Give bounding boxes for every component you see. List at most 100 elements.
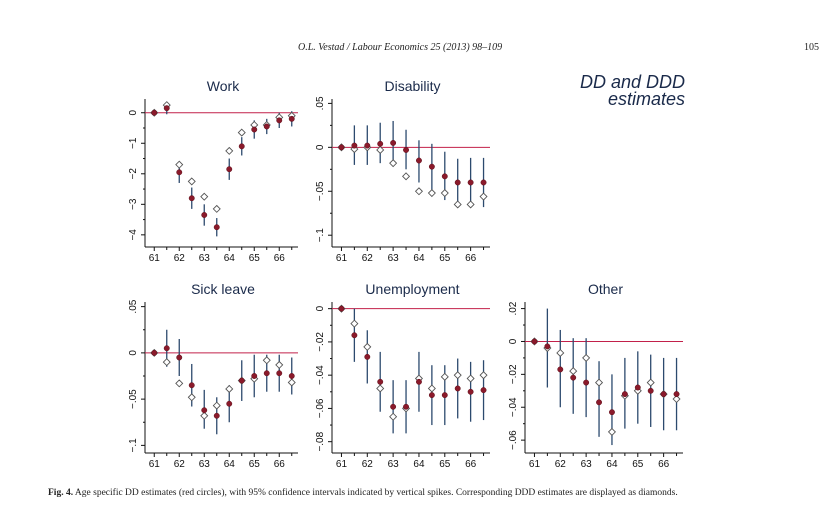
ddd-diamond-point: [556, 348, 565, 358]
ddd-diamond-point: [479, 192, 488, 201]
x-tick-label: 66: [274, 459, 286, 470]
dd-circle-point: [673, 391, 680, 398]
figure-caption: Fig. 4. Age specific DD estimates (red c…: [48, 488, 678, 498]
y-tick-label: −.08: [315, 431, 326, 451]
ddd-diamond-point: [350, 145, 359, 154]
dd-circle-point: [276, 117, 283, 124]
y-tick-label: 0: [508, 338, 519, 344]
y-tick-label: −.02: [508, 364, 519, 384]
dd-circle-point: [634, 384, 641, 391]
dd-circle-point: [288, 115, 295, 122]
dd-circle-point: [188, 382, 195, 389]
ddd-diamond-point: [200, 192, 209, 201]
ddd-diamond-point: [389, 159, 398, 168]
dd-circle-point: [213, 224, 220, 231]
y-tick-label: −.06: [508, 430, 519, 450]
ddd-diamond-point: [175, 379, 184, 388]
y-tick-label: −.06: [315, 398, 326, 418]
dd-circle-point: [441, 392, 448, 399]
x-tick-label: 66: [658, 459, 670, 470]
ddd-diamond-point: [582, 353, 591, 362]
dd-circle-point: [226, 400, 233, 407]
dd-circle-point: [351, 142, 358, 149]
ddd-diamond-point: [607, 427, 616, 436]
dd-circle-point: [570, 374, 577, 381]
dd-circle-point: [621, 391, 628, 398]
x-tick-label: 64: [224, 459, 236, 470]
ddd-diamond-point: [427, 384, 436, 393]
ddd-diamond-point: [162, 358, 171, 367]
y-tick-label: 0: [128, 110, 139, 116]
ddd-diamond-point: [402, 172, 411, 181]
dd-circle-point: [557, 366, 564, 373]
x-tick-label: 66: [274, 253, 286, 264]
ddd-diamond-point: [200, 411, 209, 420]
chart-panel-5: Other .02 0 −.02 −.04 −.06 61 62 63 64 65 66: [508, 281, 683, 470]
dd-circle-point: [467, 179, 474, 186]
ddd-diamond-point: [414, 187, 423, 196]
dd-circle-point: [416, 378, 422, 385]
page-number: 105: [804, 42, 819, 53]
dd-circle-point: [251, 373, 258, 379]
figure-title-line-2: estimates: [607, 89, 685, 109]
ddd-diamond-point: [569, 367, 578, 376]
dd-circle-point: [338, 305, 345, 312]
x-tick-label: 63: [199, 459, 211, 470]
x-tick-label: 62: [174, 253, 186, 264]
ddd-diamond-point: [440, 188, 449, 198]
ddd-diamond-point: [440, 372, 449, 381]
dd-circle-point: [364, 353, 371, 360]
x-tick-label: 63: [199, 253, 211, 264]
y-tick-label: −.1: [128, 438, 139, 453]
y-tick-label: −.04: [315, 365, 326, 385]
dd-circle-point: [609, 409, 615, 416]
dd-circle-point: [338, 144, 345, 151]
x-tick-label: 64: [606, 459, 618, 470]
x-tick-label: 64: [413, 253, 425, 264]
y-tick-label: −.1: [315, 228, 326, 243]
ddd-diamond-point: [212, 204, 221, 213]
x-tick-label: 64: [224, 253, 236, 264]
dd-circle-point: [238, 377, 245, 384]
ddd-diamond-point: [212, 401, 221, 410]
dd-circle-point: [467, 388, 474, 395]
ddd-diamond-point: [672, 394, 681, 404]
ddd-diamond-point: [466, 200, 475, 209]
ddd-diamond-point: [453, 200, 462, 209]
dd-circle-point: [441, 173, 448, 180]
y-tick-label: −4: [128, 229, 139, 241]
caption-label: Fig. 4.: [48, 488, 74, 498]
dd-circle-point: [390, 403, 397, 410]
figure-title-line-1: DD and DDD: [579, 72, 685, 92]
ddd-diamond-point: [225, 146, 234, 155]
journal-reference: O.L. Vestad / Labour Economics 25 (2013)…: [298, 42, 503, 53]
dd-circle-point: [428, 392, 435, 399]
dd-circle-point: [213, 412, 220, 419]
x-tick-label: 65: [439, 459, 451, 470]
dd-circle-point: [201, 212, 208, 218]
ddd-diamond-point: [237, 128, 246, 137]
ddd-diamond-point: [363, 342, 372, 351]
dd-circle-point: [276, 370, 283, 377]
dd-circle-point: [480, 387, 487, 394]
dd-circle-point: [176, 169, 183, 176]
dd-circle-point: [201, 407, 208, 414]
y-tick-label: 0: [315, 305, 326, 311]
x-tick-label: 65: [249, 253, 261, 264]
x-tick-label: 63: [388, 459, 400, 470]
x-tick-label: 62: [555, 459, 567, 470]
ddd-diamond-point: [595, 378, 604, 387]
figure-title: DD and DDD estimates: [579, 72, 685, 109]
dd-circle-point: [163, 345, 170, 352]
y-tick-label: −.04: [508, 397, 519, 417]
dd-circle-point: [403, 403, 409, 410]
x-tick-label: 66: [465, 253, 477, 264]
x-tick-label: 61: [529, 459, 541, 470]
dd-circle-point: [480, 179, 487, 186]
ddd-diamond-point: [646, 378, 655, 387]
ddd-diamond-point: [376, 145, 385, 155]
dd-circle-point: [263, 123, 270, 130]
x-tick-label: 61: [149, 459, 161, 470]
y-tick-label: .05: [315, 96, 326, 110]
x-tick-label: 65: [439, 253, 451, 264]
